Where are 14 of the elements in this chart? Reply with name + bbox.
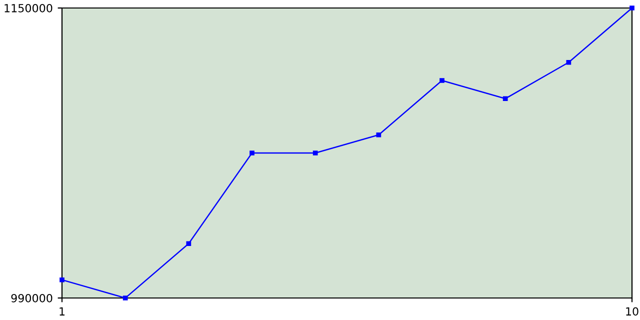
point — [566, 60, 572, 65]
x-tick-label: 1 — [60, 307, 65, 316]
point — [502, 96, 508, 102]
point — [60, 277, 64, 282]
point — [250, 150, 254, 156]
point — [376, 132, 382, 138]
point — [186, 241, 192, 246]
point — [440, 78, 444, 83]
y-tick-label: 990000 — [11, 294, 52, 302]
point — [630, 6, 634, 10]
point — [122, 296, 128, 300]
y-tick-label: 1150000 — [4, 4, 52, 12]
point — [312, 150, 318, 156]
x-tick-label: 10 — [626, 307, 638, 316]
